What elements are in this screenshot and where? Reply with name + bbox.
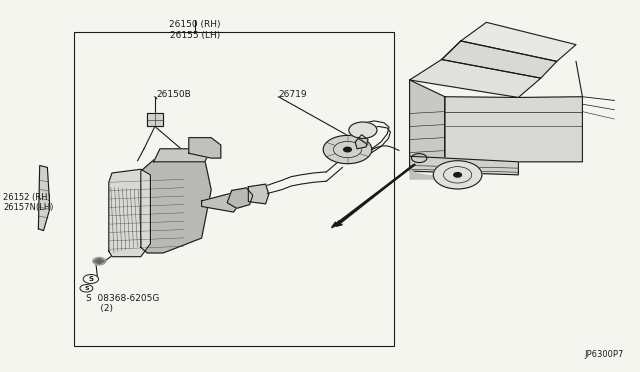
Text: S: S <box>84 286 89 291</box>
Polygon shape <box>189 138 221 158</box>
Polygon shape <box>445 97 582 166</box>
Polygon shape <box>355 135 368 149</box>
Polygon shape <box>141 160 211 253</box>
Polygon shape <box>109 169 150 257</box>
Text: 26150 (RH)
26155 (LH): 26150 (RH) 26155 (LH) <box>170 20 221 40</box>
Polygon shape <box>410 60 541 97</box>
Polygon shape <box>38 166 50 231</box>
Polygon shape <box>154 149 211 162</box>
Polygon shape <box>202 193 240 212</box>
Circle shape <box>349 122 377 138</box>
Text: JP6300P7: JP6300P7 <box>584 350 624 359</box>
Circle shape <box>344 147 351 152</box>
Text: S: S <box>88 276 93 282</box>
Polygon shape <box>410 156 518 175</box>
Polygon shape <box>248 184 269 204</box>
FancyArrow shape <box>332 164 415 228</box>
Polygon shape <box>461 22 576 61</box>
Circle shape <box>433 161 482 189</box>
Circle shape <box>93 257 106 265</box>
Polygon shape <box>410 80 445 166</box>
Text: 26150B: 26150B <box>157 90 191 99</box>
Circle shape <box>95 259 103 263</box>
Circle shape <box>454 173 461 177</box>
Polygon shape <box>147 113 163 126</box>
Text: 26719: 26719 <box>278 90 307 99</box>
Polygon shape <box>227 188 253 208</box>
Circle shape <box>323 135 372 164</box>
Bar <box>74 32 394 346</box>
Text: 26152 (RH)
26157N(LH): 26152 (RH) 26157N(LH) <box>3 193 54 212</box>
Text: S  08368-6205G
     (2): S 08368-6205G (2) <box>86 294 160 313</box>
Polygon shape <box>442 41 557 78</box>
